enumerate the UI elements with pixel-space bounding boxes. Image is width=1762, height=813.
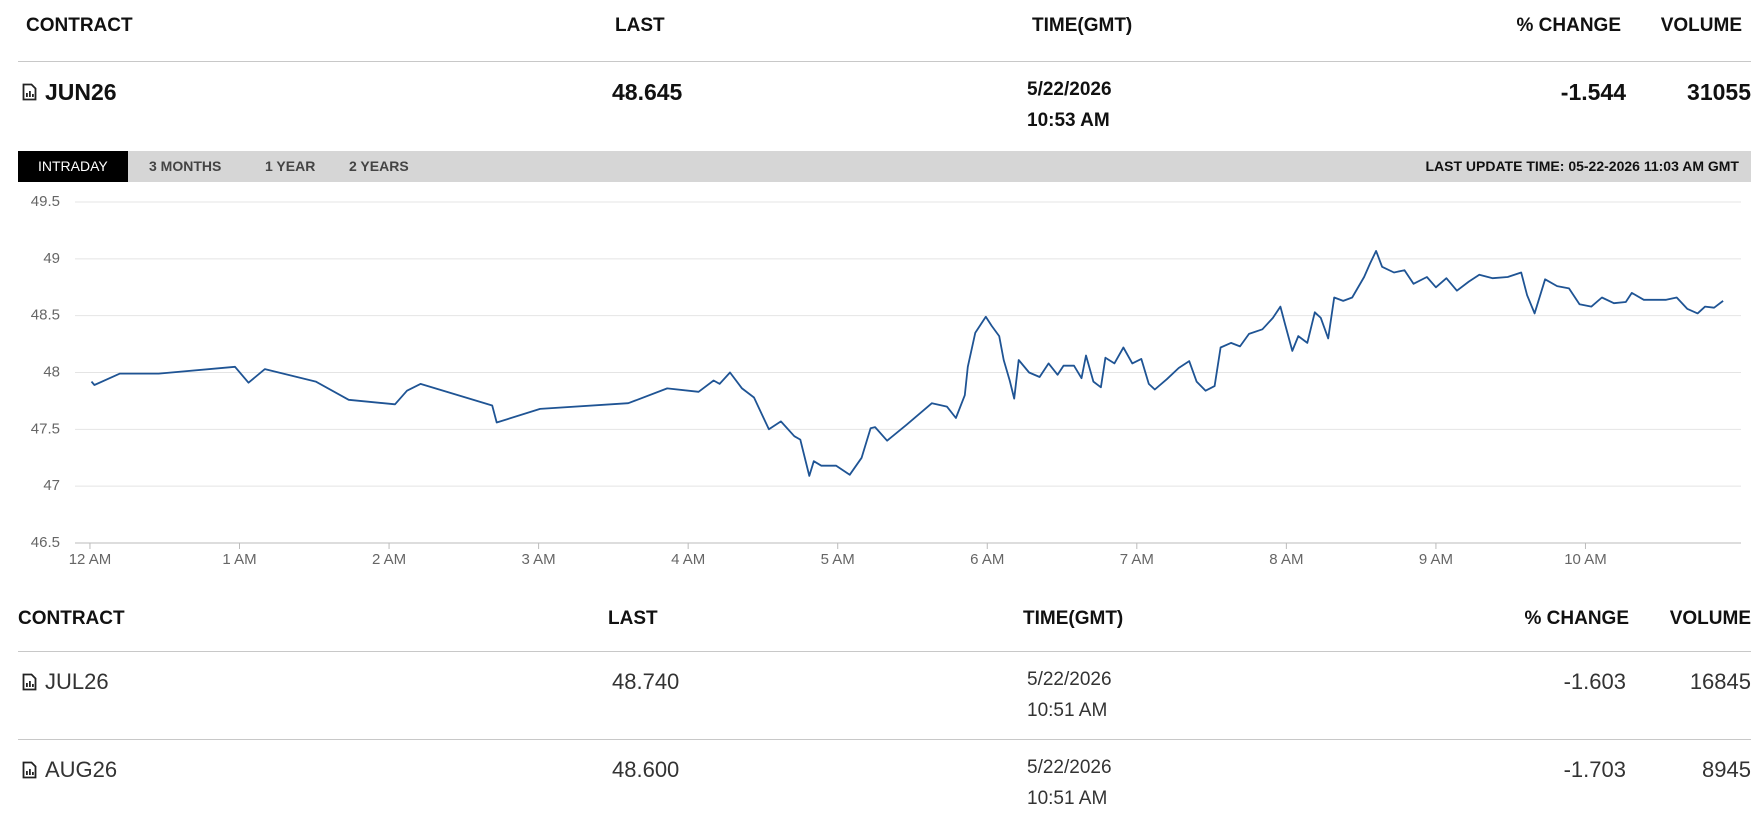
column-header: TIME(GMT) xyxy=(1032,15,1133,36)
trade-time: 10:51 AM xyxy=(1027,700,1108,721)
range-tab[interactable]: 1 YEAR xyxy=(265,158,316,174)
x-tick-label: 6 AM xyxy=(970,551,1004,568)
volume: 8945 xyxy=(1702,757,1751,782)
last-price: 48.740 xyxy=(612,669,680,694)
x-tick-label: 12 AM xyxy=(69,551,112,568)
column-header: LAST xyxy=(615,15,665,36)
column-header: % CHANGE xyxy=(1524,608,1629,629)
y-tick-label: 47 xyxy=(43,477,60,494)
y-tick-label: 46.5 xyxy=(31,534,60,551)
column-header: LAST xyxy=(608,608,658,629)
trade-time: 10:51 AM xyxy=(1027,788,1108,809)
range-tab[interactable]: INTRADAY xyxy=(18,151,128,182)
y-tick-label: 49.5 xyxy=(31,193,60,210)
trade-time: 10:53 AM xyxy=(1027,110,1110,131)
column-header: TIME(GMT) xyxy=(1023,608,1124,629)
trade-date: 5/22/2026 xyxy=(1027,757,1112,778)
x-tick-label: 9 AM xyxy=(1419,551,1453,568)
column-header: % CHANGE xyxy=(1516,15,1621,36)
y-tick-label: 47.5 xyxy=(31,420,60,437)
percent-change: -1.703 xyxy=(1563,757,1626,782)
y-tick-label: 48 xyxy=(43,363,60,380)
volume: 31055 xyxy=(1687,79,1751,105)
column-header: VOLUME xyxy=(1669,608,1751,629)
volume: 16845 xyxy=(1689,669,1751,694)
x-tick-label: 7 AM xyxy=(1120,551,1154,568)
doc-icon[interactable] xyxy=(22,673,37,691)
x-tick-label: 4 AM xyxy=(671,551,705,568)
column-header: VOLUME xyxy=(1660,15,1742,36)
contract-link[interactable]: AUG26 xyxy=(45,757,118,782)
divider xyxy=(18,651,1751,652)
y-tick-label: 48.5 xyxy=(31,307,60,324)
divider xyxy=(18,739,1751,740)
last-price: 48.600 xyxy=(612,757,680,782)
y-tick-label: 49 xyxy=(43,250,60,267)
contract-link[interactable]: JUL26 xyxy=(45,669,109,694)
percent-change: -1.603 xyxy=(1563,669,1626,694)
x-tick-label: 1 AM xyxy=(222,551,256,568)
x-tick-label: 3 AM xyxy=(522,551,556,568)
doc-icon[interactable] xyxy=(22,761,37,779)
column-header: CONTRACT xyxy=(18,608,125,629)
price-line xyxy=(90,250,1724,477)
doc-icon[interactable] xyxy=(22,83,37,101)
last-update: LAST UPDATE TIME: 05-22-2026 11:03 AM GM… xyxy=(1425,158,1739,174)
divider xyxy=(18,61,1751,62)
x-tick-label: 10 AM xyxy=(1564,551,1607,568)
tab-bar: INTRADAY 3 MONTHS 1 YEAR 2 YEARS LAST UPDATE… xyxy=(18,151,1751,182)
percent-change: -1.544 xyxy=(1560,79,1626,105)
x-tick-label: 8 AM xyxy=(1269,551,1303,568)
contract-link[interactable]: JUN26 xyxy=(45,79,117,105)
range-tab[interactable]: 2 YEARS xyxy=(349,158,409,174)
x-tick-label: 5 AM xyxy=(821,551,855,568)
chart: 46.5 47 47.5 48 48.5 49 49.5 12 AM 1 AM 2 AM 3 AM 4… xyxy=(31,193,1741,568)
x-tick-label: 2 AM xyxy=(372,551,406,568)
column-header: CONTRACT xyxy=(26,15,133,36)
trade-date: 5/22/2026 xyxy=(1027,79,1112,100)
trade-date: 5/22/2026 xyxy=(1027,669,1112,690)
range-tab[interactable]: 3 MONTHS xyxy=(149,158,222,174)
last-price: 48.645 xyxy=(612,79,683,105)
